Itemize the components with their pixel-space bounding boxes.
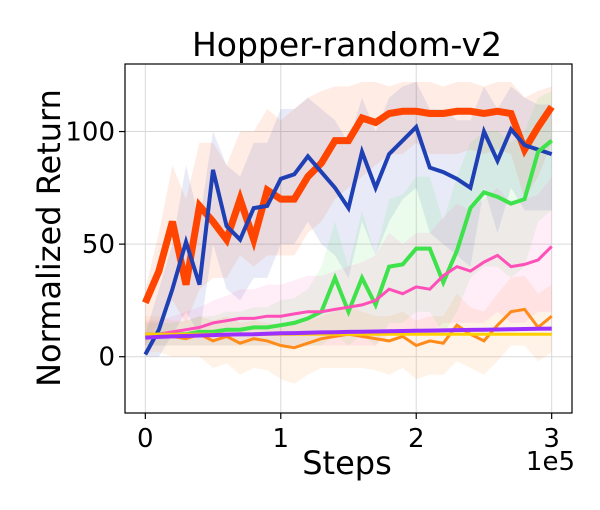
series-0-band [145, 82, 552, 346]
x-tick-label: 0 [137, 424, 154, 454]
x-axis-multiplier: 1e5 [526, 447, 575, 477]
x-axis-label: Steps [302, 444, 392, 482]
y-tick-label: 50 [82, 230, 115, 260]
series-2-line [144, 139, 553, 339]
series-3-band [145, 176, 552, 346]
y-tick-label: 100 [65, 118, 115, 148]
y-tick-label: 0 [98, 343, 115, 373]
series-lines [142, 104, 555, 356]
series-1-band [145, 82, 552, 357]
chart-title: Hopper-random-v2 [192, 25, 502, 64]
x-tick-label: 2 [408, 424, 425, 454]
x-tick-label: 1 [272, 424, 289, 454]
series-1-line [143, 123, 553, 356]
series-0-line [142, 104, 555, 305]
y-axis-label: Normalized Return [30, 89, 68, 387]
series-4-band [145, 275, 552, 384]
confidence-bands [145, 82, 552, 384]
x-tick-label: 3 [543, 424, 560, 454]
plot-frame [124, 63, 573, 414]
axis-ticks: 0 1 2 3 0 50 100 [65, 118, 560, 454]
series-3-line [145, 245, 553, 336]
series-2-band [145, 91, 552, 346]
grid-lines [125, 64, 572, 413]
series-6-line [145, 326, 552, 340]
